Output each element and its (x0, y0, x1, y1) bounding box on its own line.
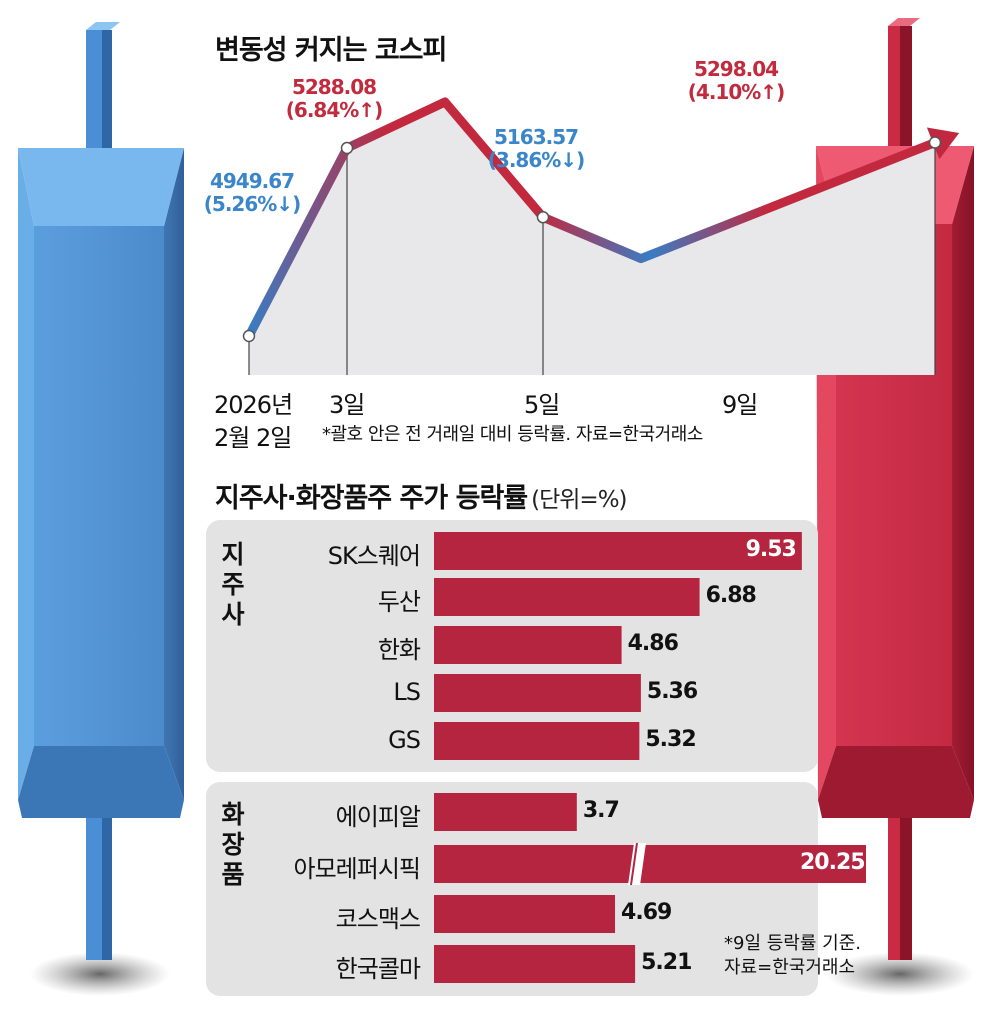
bar-chart-note-line2: 자료=한국거래소 (724, 957, 856, 978)
category-label: 한국콜마 (335, 955, 421, 983)
annotation-value: 5298.04 (693, 57, 779, 81)
line-chart-note: *괄호 안은 전 거래일 대비 등락률. 자료=한국거래소 (322, 424, 703, 445)
value-label: 9.53 (745, 537, 797, 562)
value-label: 3.7 (582, 798, 620, 823)
bar-에이피알 (434, 793, 577, 831)
bar-chart-note-line1: *9일 등락률 기준. (724, 933, 861, 954)
line-chart-title: 변동성 커지는 코스피 (215, 35, 447, 66)
category-label: 한화 (377, 636, 421, 664)
kospi-point (536, 210, 550, 224)
bar-아모레퍼시픽 (434, 845, 866, 883)
bar-한국콜마 (434, 945, 636, 983)
annotation-feb9: 5298.04 (4.10%↑) (676, 58, 796, 104)
value-label: 5.32 (645, 727, 696, 752)
kospi-point (242, 329, 256, 343)
bar-LS (434, 674, 641, 712)
category-label: 두산 (377, 588, 421, 616)
annotation-change: (4.10%↑) (687, 80, 785, 104)
annotation-change: (5.26%↓) (203, 192, 301, 216)
annotation-value: 4949.67 (209, 169, 295, 193)
x-tick-feb3: 3일 (329, 391, 365, 419)
group-label-char: 품 (221, 860, 245, 889)
bar-GS (434, 722, 640, 760)
kospi-point (928, 136, 942, 149)
blue-candle-icon (18, 22, 184, 996)
group-label-char: 화 (221, 800, 245, 829)
group-label-char: 지 (221, 540, 245, 569)
group-label-char: 장 (221, 830, 245, 859)
bar-chart-note: *9일 등락률 기준. 자료=한국거래소 (724, 932, 861, 980)
bar-한화 (434, 626, 622, 664)
group-label-char: 주 (221, 570, 245, 599)
annotation-value: 5288.08 (291, 75, 377, 99)
x-tick-year: 2026년 (214, 391, 293, 419)
bar-chart-title: 지주사·화장품주 주가 등락률 (단위=%) (215, 476, 628, 515)
annotation-feb3: 5288.08 (6.84%↑) (274, 76, 394, 122)
category-label: 코스맥스 (335, 905, 421, 933)
cosmetics-panel (206, 782, 818, 996)
category-label: 에이피알 (335, 803, 421, 831)
category-label: 아모레퍼시픽 (293, 855, 421, 883)
arrow-head-icon (926, 127, 960, 160)
annotation-change: (3.86%↓) (487, 148, 585, 172)
bar-코스맥스 (434, 895, 616, 933)
bar-두산 (434, 578, 700, 616)
x-tick-feb9: 9일 (722, 391, 758, 419)
x-tick-feb5: 5일 (524, 391, 560, 419)
bar-chart-unit: (단위=%) (531, 487, 627, 513)
category-label: SK스퀘어 (327, 542, 421, 570)
value-label: 4.69 (621, 900, 672, 925)
value-label: 5.36 (646, 679, 698, 704)
sector-bar-chart (434, 532, 866, 983)
group-label-char: 사 (221, 600, 245, 629)
annotation-value: 5163.57 (493, 125, 579, 149)
annotation-change: (6.84%↑) (285, 98, 383, 122)
value-label: 20.25 (800, 850, 866, 875)
x-tick-feb2: 2월 2일 (214, 424, 292, 452)
annotation-feb5: 5163.57 (3.86%↓) (476, 126, 596, 172)
kospi-point (340, 141, 354, 155)
category-label: LS (393, 678, 421, 706)
value-label: 6.88 (705, 583, 757, 608)
category-label: GS (388, 726, 421, 754)
bar-chart-title-text: 지주사·화장품주 주가 등락률 (215, 483, 528, 514)
kospi-line-chart (242, 97, 960, 375)
value-label: 4.86 (627, 631, 679, 656)
bar-SK스퀘어 (434, 532, 802, 570)
annotation-feb2: 4949.67 (5.26%↓) (192, 170, 312, 216)
value-label: 5.21 (641, 950, 692, 975)
axis-break-line (630, 842, 638, 886)
